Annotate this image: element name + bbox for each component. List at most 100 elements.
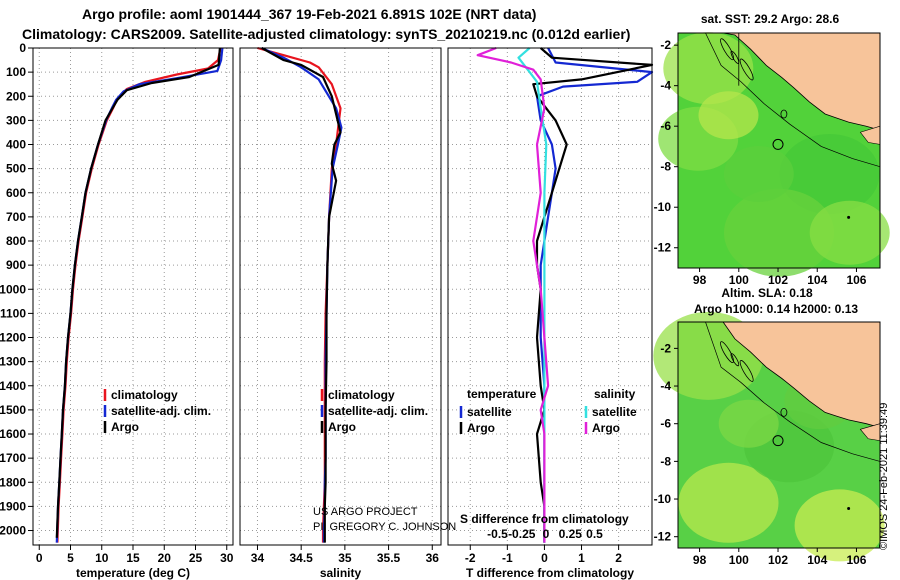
x-axis-label-top-difference: S difference from climatology: [460, 512, 629, 526]
argo-position-marker-sst_map: [772, 138, 784, 150]
x-tick-label-difference: 0: [541, 551, 548, 565]
map-x-tick-label-sla_map: 106: [846, 553, 866, 567]
map-frame-sla_map: [677, 321, 881, 549]
x-tick-label-top-difference: -0.5: [487, 527, 508, 541]
chart-title-line1: Argo profile: aoml 1901444_367 19-Feb-20…: [82, 6, 537, 22]
map-y-tick-label-sla_map: -6: [660, 417, 671, 431]
series-line-difference-1: [532, 47, 654, 543]
y-tick-label: 500: [6, 162, 26, 176]
y-tick-label: 700: [6, 210, 26, 224]
map-frame-sst_map: [677, 32, 881, 269]
map-x-tick-label-sst_map: 98: [693, 273, 707, 287]
y-tick-label: 600: [6, 186, 26, 200]
x-axis-label-salinity: salinity: [320, 566, 362, 580]
map-island-sla_map: [730, 353, 740, 367]
map-field-patch-sst_map: [698, 91, 759, 140]
x-tick-label-difference: 1: [578, 551, 585, 565]
argo-position-marker-sla_map: [772, 435, 784, 447]
map-subtitle-sla: Argo h1000: 0.14 h2000: 0.13: [694, 302, 858, 316]
y-tick-label: 1300: [0, 355, 26, 369]
y-tick-label: 1100: [0, 306, 26, 320]
panel-difference: -2 -1 0 1 2T difference from climatology: [447, 46, 654, 580]
x-tick-label-temperature: 15: [126, 551, 140, 565]
series-line-salinity-2: [261, 47, 342, 543]
map-y-tick-label-sst_map: -6: [660, 119, 671, 133]
x-tick-label-salinity: 36: [426, 551, 440, 565]
x-tick-label-temperature: 30: [220, 551, 234, 565]
legend-title-salinity: salinity: [594, 387, 636, 401]
legend-label-temperature: Argo: [111, 420, 139, 434]
legend-label-difference: satellite: [592, 405, 637, 419]
x-tick-label-difference: -2: [465, 551, 476, 565]
y-tick-label: 400: [6, 138, 26, 152]
y-tick-label: 1800: [0, 475, 26, 489]
legend-label-difference: satellite: [467, 405, 512, 419]
map-x-tick-label-sst_map: 104: [807, 273, 827, 287]
y-tick-label: 100: [6, 65, 26, 79]
y-tick-label: 200: [6, 89, 26, 103]
map-title-sla: Altim. SLA: 0.18: [721, 286, 813, 300]
y-tick-label: 1500: [0, 403, 26, 417]
map-island-enggano-sst_map: [780, 109, 788, 119]
map-island-sst_map: [730, 50, 740, 64]
x-tick-label-temperature: 5: [67, 551, 74, 565]
x-tick-label-top-difference: 0.5: [586, 527, 603, 541]
map-x-tick-label-sla_map: 102: [768, 553, 788, 567]
map-x-tick-label-sla_map: 104: [807, 553, 827, 567]
map-x-tick-label-sla_map: 100: [729, 553, 749, 567]
map-y-tick-label-sla_map: -2: [660, 341, 671, 355]
map-island-christmas-sst_map: [847, 215, 851, 219]
x-tick-label-top-difference: 0.25: [559, 527, 583, 541]
panel-salinity: 34 34.5 35 35.5 36 salinity: [239, 46, 442, 580]
x-tick-label-salinity: 35.5: [377, 551, 401, 565]
legend-label-difference: Argo: [467, 421, 495, 435]
map-field-patch-sst_map: [809, 200, 890, 265]
map-x-tick-label-sla_map: 98: [693, 553, 707, 567]
x-axis-label-difference: T difference from climatology: [466, 566, 634, 580]
x-tick-label-salinity: 34: [251, 551, 265, 565]
x-tick-label-temperature: 10: [95, 551, 109, 565]
map-contour-sla_map: [705, 321, 881, 462]
map-field-patch-sla_map: [678, 462, 779, 543]
y-tick-label: 300: [6, 113, 26, 127]
y-tick-label: 1400: [0, 379, 26, 393]
map-y-tick-label-sst_map: -4: [660, 79, 671, 93]
series-line-difference-0: [535, 47, 654, 543]
series-line-temperature-1: [55, 47, 224, 543]
x-tick-label-salinity: 34.5: [289, 551, 313, 565]
map-field-patch-sla_map: [794, 489, 885, 562]
annotation-pi: PI: GREGORY C. JOHNSON: [313, 521, 456, 533]
y-tick-label: 2000: [0, 524, 26, 538]
legend-title-temperature: temperature: [467, 387, 537, 401]
legend-label-salinity: Argo: [328, 420, 356, 434]
x-tick-label-temperature: 25: [189, 551, 203, 565]
x-axis-label-temperature: temperature (deg C): [76, 566, 190, 580]
map-y-tick-label-sst_map: -12: [654, 241, 672, 255]
map-x-tick-label-sst_map: 106: [846, 273, 866, 287]
y-tick-label: 800: [6, 234, 26, 248]
map-y-tick-label-sst_map: -8: [660, 160, 671, 174]
y-tick-label: 1600: [0, 427, 26, 441]
credit-label: ©IMOS 24-Feb-2021 11:39:49: [878, 402, 890, 550]
panel-temperature: 0 5 10 15 20 25 30 temperature (deg C): [32, 47, 234, 580]
plot-frame-difference: [447, 47, 653, 546]
map-x-tick-label-sst_map: 100: [729, 273, 749, 287]
map-y-tick-label-sla_map: -10: [654, 492, 672, 506]
y-tick-label: 1000: [0, 282, 26, 296]
map-island-sst_map: [739, 58, 754, 81]
map-island-christmas-sla_map: [847, 506, 851, 510]
x-tick-label-top-difference: 0: [543, 527, 550, 541]
map-island-sla_map: [720, 341, 734, 364]
annotation-project: US ARGO PROJECT: [313, 506, 418, 518]
legend-label-temperature: climatology: [111, 388, 178, 402]
map-field-patch-sst_map: [724, 188, 834, 277]
y-tick-label: 1900: [0, 499, 26, 513]
series-line-temperature-0: [56, 47, 222, 543]
map-title-sst: sat. SST: 29.2 Argo: 28.6: [701, 12, 840, 26]
y-tick-label: 900: [6, 258, 26, 272]
map-island-enggano-sla_map: [780, 407, 788, 417]
legend-label-salinity: satellite-adj. clim.: [328, 404, 428, 418]
map-field-patch-sst_map: [723, 146, 794, 202]
legend-label-difference: Argo: [592, 421, 620, 435]
